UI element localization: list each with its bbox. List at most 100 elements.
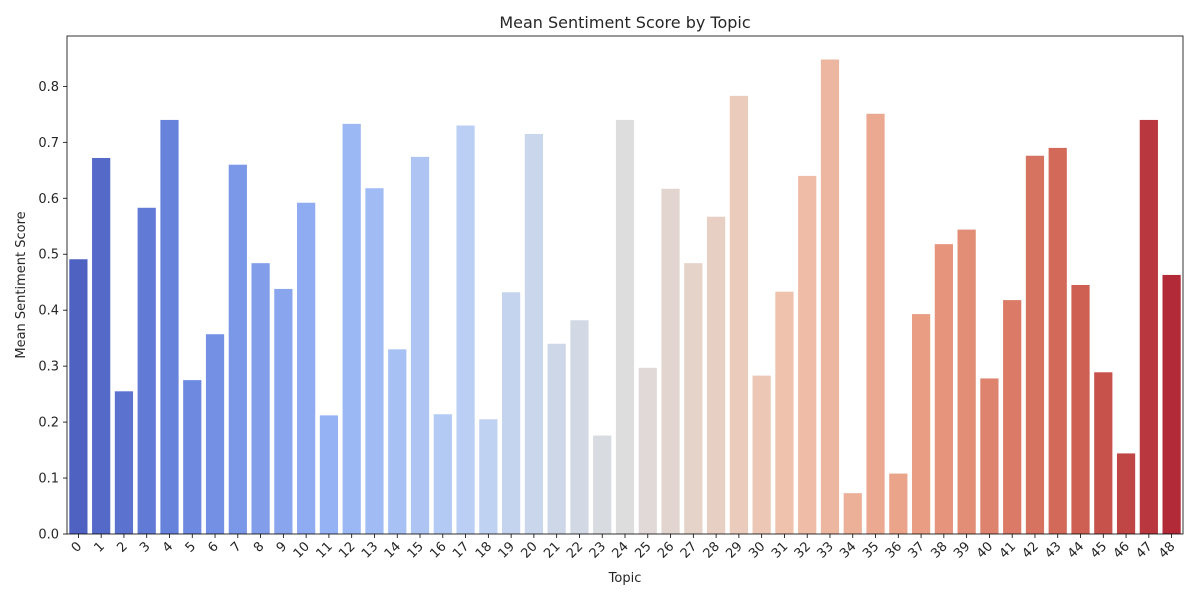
- chart-title: Mean Sentiment Score by Topic: [499, 13, 750, 32]
- x-tick-label: 46: [1111, 539, 1133, 561]
- bar-topic-6: [205, 334, 225, 534]
- bar-topic-48: [1162, 274, 1181, 534]
- bar-topic-36: [889, 473, 908, 534]
- x-tick-label: 14: [382, 539, 404, 561]
- y-tick-label: 0.7: [38, 136, 59, 151]
- x-tick-label: 17: [450, 539, 472, 561]
- x-tick-label: 31: [769, 539, 791, 561]
- x-tick-label: 44: [1065, 539, 1087, 561]
- x-tick-label: 13: [359, 539, 381, 561]
- x-tick-label: 29: [723, 539, 745, 561]
- bar-topic-45: [1094, 372, 1113, 534]
- x-tick-label: 15: [405, 539, 427, 561]
- bar-topic-29: [729, 95, 748, 535]
- bar-topic-4: [160, 119, 179, 535]
- x-tick-label: 32: [792, 539, 814, 561]
- y-tick-label: 0.8: [38, 80, 59, 95]
- bars-group: [69, 59, 1181, 535]
- bar-topic-14: [388, 349, 407, 534]
- x-tick-label: 26: [655, 539, 677, 561]
- x-tick-label: 5: [183, 539, 199, 555]
- y-tick-label: 0.0: [38, 528, 59, 543]
- bar-topic-21: [547, 343, 566, 534]
- bar-topic-46: [1116, 453, 1136, 534]
- x-tick-label: 28: [701, 539, 723, 561]
- bar-topic-11: [319, 415, 339, 534]
- plot-frame: [66, 35, 1184, 535]
- x-tick-label: 45: [1088, 539, 1110, 561]
- x-tick-label: 6: [205, 539, 221, 555]
- x-tick-label: 11: [313, 539, 335, 561]
- bar-topic-33: [820, 59, 840, 534]
- bar-topic-16: [433, 414, 452, 534]
- bar-topic-44: [1071, 285, 1090, 534]
- bar-topic-25: [638, 367, 657, 534]
- x-tick-label: 42: [1019, 539, 1041, 561]
- bar-topic-10: [297, 202, 316, 534]
- bar-topic-27: [684, 263, 703, 534]
- bar-topic-18: [479, 419, 498, 534]
- bar-topic-41: [1003, 300, 1022, 534]
- x-tick-label: 2: [114, 539, 130, 555]
- y-tick-label: 0.6: [38, 192, 59, 207]
- bar-topic-22: [570, 320, 589, 534]
- bar-topic-31: [775, 291, 794, 534]
- y-tick-label: 0.3: [38, 360, 59, 375]
- x-tick-label: 21: [541, 539, 563, 561]
- bar-topic-0: [69, 259, 88, 534]
- bar-topic-37: [911, 314, 931, 534]
- bar-topic-8: [251, 263, 270, 534]
- x-tick-label: 10: [291, 539, 313, 561]
- x-tick-label: 27: [678, 539, 700, 561]
- bar-topic-19: [502, 292, 521, 534]
- bar-topic-24: [615, 119, 635, 535]
- x-tick-label: 34: [837, 539, 859, 561]
- x-tick-label: 35: [860, 539, 882, 561]
- bar-topic-47: [1139, 119, 1158, 535]
- x-tick-label: 12: [336, 539, 358, 561]
- x-tick-label: 33: [815, 539, 837, 561]
- x-tick-label: 4: [160, 539, 176, 555]
- bar-topic-28: [706, 216, 726, 535]
- bar-topic-5: [183, 380, 202, 534]
- y-tick-label: 0.5: [38, 248, 59, 263]
- x-axis-label: Topic: [608, 571, 642, 586]
- bar-topic-35: [866, 113, 885, 534]
- bar-topic-38: [934, 244, 953, 534]
- x-tick-label: 8: [251, 539, 267, 555]
- x-tick-label: 18: [473, 539, 495, 561]
- x-tick-label: 9: [274, 539, 290, 555]
- bar-topic-40: [980, 378, 999, 534]
- bar-topic-23: [593, 435, 612, 534]
- bar-topic-9: [274, 288, 293, 534]
- x-tick-label: 24: [610, 539, 632, 561]
- x-tick-label: 19: [496, 539, 518, 561]
- y-axis: 0.0 0.1 0.2 0.3 0.4 0.5 0.6 0.7 0.8: [38, 80, 67, 543]
- x-tick-label: 16: [427, 539, 449, 561]
- x-tick-label: 36: [883, 539, 905, 561]
- bar-topic-34: [843, 493, 862, 534]
- bar-topic-20: [524, 133, 544, 535]
- x-tick-label: 20: [518, 539, 540, 561]
- bar-topic-1: [92, 157, 111, 535]
- x-tick-label: 38: [928, 539, 950, 561]
- x-tick-label: 40: [974, 539, 996, 561]
- bar-topic-12: [342, 123, 361, 534]
- bar-topic-2: [114, 391, 134, 534]
- bar-topic-17: [456, 125, 475, 534]
- x-tick-label: 23: [587, 539, 609, 561]
- bar-topic-30: [752, 375, 771, 534]
- bar-topic-42: [1025, 155, 1045, 535]
- y-tick-label: 0.1: [38, 472, 59, 487]
- bar-topic-32: [798, 175, 817, 534]
- bar-topic-43: [1048, 147, 1067, 534]
- x-tick-label: 22: [564, 539, 586, 561]
- x-tick-label: 25: [632, 539, 654, 561]
- bar-topic-3: [137, 207, 156, 534]
- x-tick-label: 1: [92, 539, 108, 555]
- x-tick-label: 43: [1042, 539, 1064, 561]
- x-tick-label: 30: [746, 539, 768, 561]
- x-tick-label: 41: [997, 539, 1019, 561]
- y-tick-label: 0.2: [38, 416, 59, 431]
